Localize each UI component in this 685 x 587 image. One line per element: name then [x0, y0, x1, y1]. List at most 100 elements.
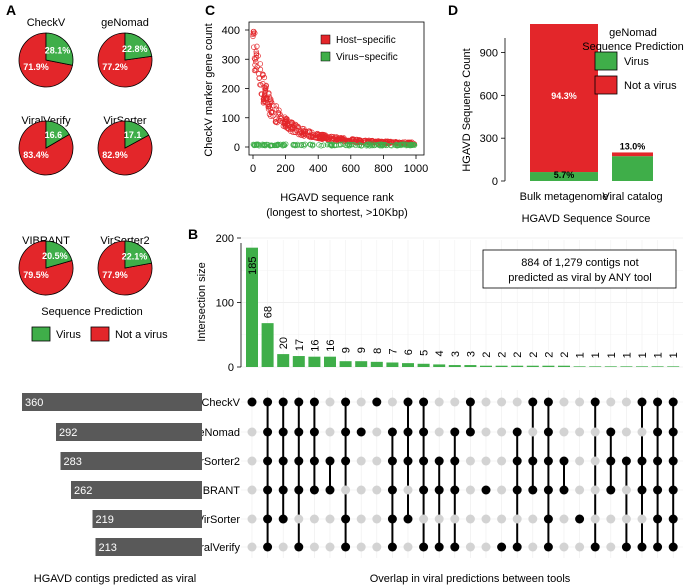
- upset-bar-label: 2: [512, 352, 524, 358]
- scatter-point-virus: [380, 141, 386, 148]
- scatter-point-virus: [326, 141, 332, 148]
- upset-dot-on: [419, 485, 429, 495]
- setsize-bar: [22, 393, 202, 411]
- upset-dot-off: [403, 542, 413, 552]
- setsize-bar: [71, 481, 202, 499]
- upset-dot-on: [263, 456, 273, 466]
- panel-label-a: A: [6, 2, 16, 18]
- upset-dot-on: [341, 397, 351, 407]
- setsize-xlabel: HGAVD contigs predicted as viral: [34, 573, 196, 585]
- scatter-point-virus: [343, 142, 349, 149]
- scatter-point-virus: [370, 141, 376, 147]
- scatter-point-host: [319, 131, 325, 138]
- upset-bar-label: 3: [450, 351, 462, 357]
- upset-bar-label: 8: [372, 348, 384, 354]
- upset-annotation-line2: predicted as viral by ANY tool: [508, 272, 651, 284]
- legend-virus-label: Virus: [56, 329, 81, 341]
- upset-dot-off: [465, 542, 475, 552]
- scatter-point-virus: [262, 141, 268, 148]
- stacked-ytick: 900: [480, 48, 498, 60]
- scatter-ytick: 400: [222, 25, 240, 37]
- upset-dot-off: [512, 514, 522, 524]
- upset-bar: [651, 366, 664, 367]
- pie-label-virus-viralverify: 16.6: [45, 130, 63, 140]
- scatter-point-host: [254, 43, 260, 49]
- scatter-point-virus: [408, 141, 414, 147]
- scatter-point-virus: [310, 142, 316, 149]
- scatter-point-host: [273, 116, 279, 122]
- upset-dot-on: [668, 514, 678, 524]
- upset-dot-off: [356, 456, 366, 466]
- upset-dot-on: [309, 485, 319, 495]
- pie-label-notvirus-checkv: 71.9%: [23, 62, 49, 72]
- upset-bar: [636, 366, 648, 367]
- upset-dot-on: [387, 427, 397, 437]
- upset-dot-on: [621, 542, 631, 552]
- pie-title-genomad: geNomad: [101, 17, 149, 29]
- upset-set-label: geNomad: [192, 427, 240, 439]
- scatter-point-host: [301, 133, 307, 139]
- scatter-point-virus: [279, 142, 286, 149]
- upset-bar-label: 4: [434, 350, 446, 356]
- upset-dot-on: [387, 456, 397, 466]
- upset-annotation-line1: 884 of 1,279 contigs not: [521, 257, 638, 269]
- stacked-legend-notvirus: Not a virus: [624, 80, 677, 92]
- upset-dot-off: [497, 514, 507, 524]
- upset-dot-on: [668, 456, 678, 466]
- setsize-bar-label: 360: [25, 397, 43, 409]
- panel-label-c: C: [205, 2, 215, 18]
- scatter-ytick: 300: [222, 54, 240, 66]
- upset-bar-label: 2: [559, 352, 571, 358]
- scatter-point-virus: [328, 141, 334, 148]
- scatter-ylabel: CheckV marker gene count: [203, 23, 215, 156]
- upset-dot-on: [434, 456, 444, 466]
- scatter-point-host: [386, 138, 393, 145]
- upset-dot-off: [528, 514, 538, 524]
- panel-c-scatter: 0 200 400 600 800 1000 0 100 200 300 400 Host−spec…: [203, 21, 428, 219]
- upset-dot-on: [653, 397, 663, 407]
- scatter-ytick: 200: [222, 84, 240, 96]
- upset-dot-on: [325, 456, 335, 466]
- scatter-xlabel-2: (longest to shortest, >10Kbp): [266, 207, 408, 219]
- scatter-point-virus: [331, 142, 338, 148]
- upset-dot-off: [621, 485, 631, 495]
- scatter-point-virus: [292, 142, 298, 148]
- upset-bar-label: 185: [247, 256, 259, 274]
- scatter-point-virus: [383, 142, 389, 149]
- upset-dot-off: [481, 427, 491, 437]
- upset-dot-off: [247, 427, 257, 437]
- scatter-point-host: [305, 132, 311, 138]
- upset-bar-label: 17: [294, 339, 306, 351]
- scatter-point-host: [292, 124, 298, 131]
- upset-dot-off: [465, 485, 475, 495]
- upset-bar-label: 1: [575, 352, 587, 358]
- upset-dot-on: [543, 485, 553, 495]
- upset-bar-label: 9: [356, 347, 368, 353]
- scatter-xtick: 400: [309, 163, 327, 175]
- scatter-point-host: [278, 115, 284, 121]
- scatter-point-host: [262, 99, 269, 105]
- setsize-bar-label: 262: [74, 485, 92, 497]
- upset-dot-off: [575, 456, 585, 466]
- scatter-point-host: [250, 28, 256, 35]
- scatter-point-virus: [300, 141, 306, 148]
- scatter-point-host: [289, 119, 295, 126]
- scatter-point-virus: [251, 142, 257, 149]
- upset-dot-on: [575, 514, 585, 524]
- upset-dot-off: [356, 485, 366, 495]
- scatter-point-host: [338, 135, 344, 141]
- upset-dot-on: [637, 485, 647, 495]
- upset-dot-off: [372, 542, 382, 552]
- stacked-label-virus: 5.7%: [554, 170, 575, 180]
- upset-bar-label: 1: [621, 352, 633, 358]
- upset-dot-off: [356, 542, 366, 552]
- scatter-point-host: [290, 129, 296, 135]
- scatter-point-virus: [350, 141, 357, 148]
- scatter-point-host: [295, 123, 301, 130]
- upset-dot-off: [575, 542, 585, 552]
- scatter-point-virus: [364, 141, 370, 148]
- upset-dot-off: [325, 427, 335, 437]
- upset-dot-off: [387, 397, 397, 407]
- upset-set-label: VIBRANT: [192, 485, 240, 497]
- upset-dot-on: [434, 542, 444, 552]
